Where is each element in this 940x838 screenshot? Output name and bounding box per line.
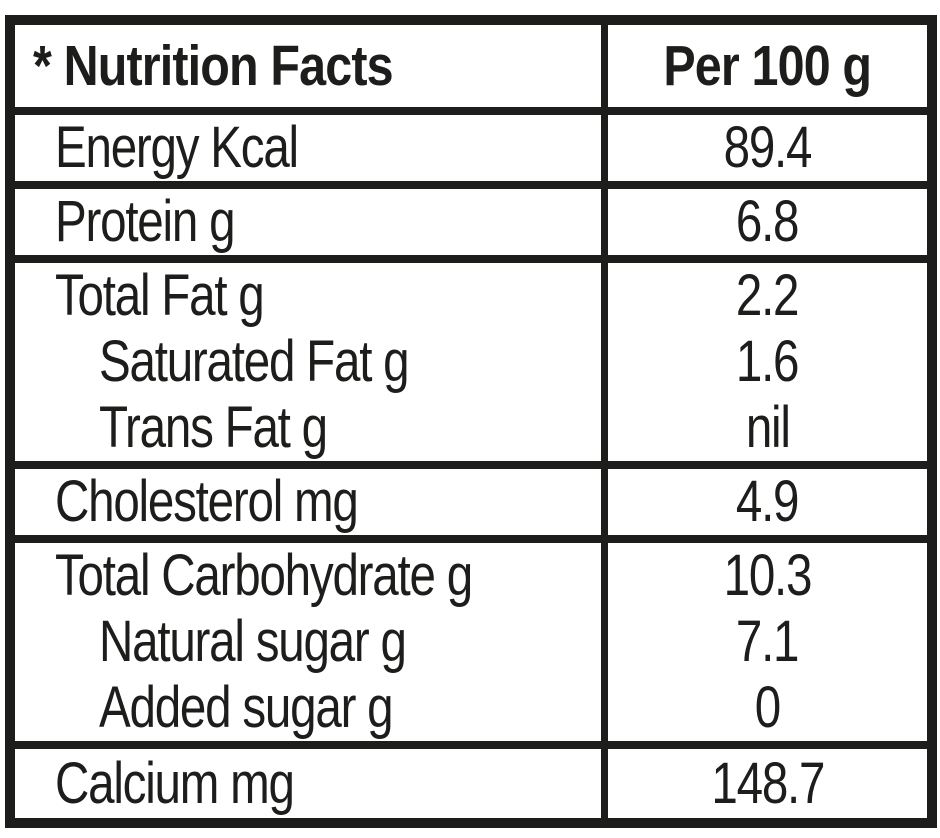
table-title-text: * Nutrition Facts	[33, 34, 394, 98]
serving-size-label: Per 100 g	[645, 25, 890, 107]
nutrient-value-cell: 4.9	[608, 469, 927, 535]
table-row: Calcium mg 148.7	[15, 749, 927, 818]
table-row: Energy Kcal 89.4	[15, 115, 927, 189]
nutrient-label-text: Cholesterol mg	[55, 469, 359, 534]
table-row: Protein g 6.8	[15, 189, 927, 263]
nutrient-value-text: 10.3	[723, 543, 813, 608]
nutrient-label: Protein g	[55, 189, 601, 255]
nutrient-label-text: Trans Fat g	[99, 395, 328, 460]
nutrient-value-cell: 89.4	[608, 115, 927, 181]
nutrient-value-text: 148.7	[711, 750, 825, 816]
nutrient-value-text: 1.6	[736, 329, 800, 394]
nutrient-label-text: Total Fat g	[55, 263, 265, 328]
nutrient-label-text: Protein g	[55, 189, 236, 254]
serving-size-text: Per 100 g	[663, 34, 873, 98]
nutrient-value: 0	[752, 675, 783, 741]
nutrient-label-cell: Energy Kcal	[15, 115, 608, 181]
table-row: Total Carbohydrate g Natural sugar g Added…	[15, 543, 927, 749]
table-row: Total Fat g Saturated Fat g Trans Fat g 2.2…	[15, 263, 927, 469]
nutrient-value-text: 2.2	[736, 263, 800, 328]
nutrient-label: Total Fat g	[55, 263, 601, 329]
nutrient-value-text: 7.1	[736, 609, 800, 674]
header-title-cell: * Nutrition Facts	[15, 25, 608, 107]
nutrient-value-cell: 10.3 7.1 0	[608, 543, 927, 741]
nutrient-label-cell: Total Fat g Saturated Fat g Trans Fat g	[15, 263, 608, 461]
nutrient-value: 4.9	[729, 469, 805, 535]
nutrient-label-text: Total Carbohydrate g	[55, 543, 473, 608]
nutrient-value-cell: 2.2 1.6 nil	[608, 263, 927, 461]
nutrient-value: 6.8	[729, 189, 805, 255]
nutrient-value: nil	[741, 395, 795, 461]
nutrient-label: Energy Kcal	[55, 115, 601, 181]
nutrient-value: 7.1	[729, 609, 805, 675]
nutrient-value: 1.6	[729, 329, 805, 395]
nutrient-label-cell: Protein g	[15, 189, 608, 255]
nutrient-label: Saturated Fat g	[55, 329, 601, 395]
nutrient-label-text: Natural sugar g	[99, 609, 407, 674]
nutrient-value: 89.4	[714, 115, 821, 181]
table-header-row: * Nutrition Facts Per 100 g	[15, 25, 927, 115]
table-title: * Nutrition Facts	[33, 25, 601, 107]
nutrient-label-cell: Calcium mg	[15, 749, 608, 818]
nutrient-label-text: Saturated Fat g	[99, 329, 410, 394]
nutrient-value-text: nil	[745, 395, 791, 460]
nutrient-label-text: Added sugar g	[99, 675, 394, 740]
nutrient-label-cell: Cholesterol mg	[15, 469, 608, 535]
nutrient-value: 10.3	[714, 543, 821, 609]
nutrient-label: Trans Fat g	[55, 395, 601, 461]
nutrient-label: Added sugar g	[55, 675, 601, 741]
table-row: Cholesterol mg 4.9	[15, 469, 927, 543]
nutrient-label-text: Calcium mg	[55, 750, 295, 816]
nutrition-table: * Nutrition Facts Per 100 g Energy Kcal 8…	[5, 15, 937, 828]
nutrient-label: Natural sugar g	[55, 609, 601, 675]
nutrient-label-cell: Total Carbohydrate g Natural sugar g Added…	[15, 543, 608, 741]
nutrient-value-text: 4.9	[736, 469, 800, 534]
nutrient-label-text: Energy Kcal	[55, 115, 299, 180]
header-serving-cell: Per 100 g	[608, 25, 927, 107]
nutrient-label: Total Carbohydrate g	[55, 543, 601, 609]
nutrient-value-text: 0	[754, 675, 781, 740]
nutrient-value: 148.7	[699, 751, 837, 817]
nutrient-value: 2.2	[729, 263, 805, 329]
nutrient-label: Cholesterol mg	[55, 469, 601, 535]
nutrient-label: Calcium mg	[55, 751, 601, 817]
nutrient-value-cell: 148.7	[608, 749, 927, 818]
nutrient-value-text: 6.8	[736, 189, 800, 254]
nutrient-value-text: 89.4	[723, 115, 813, 180]
nutrient-value-cell: 6.8	[608, 189, 927, 255]
